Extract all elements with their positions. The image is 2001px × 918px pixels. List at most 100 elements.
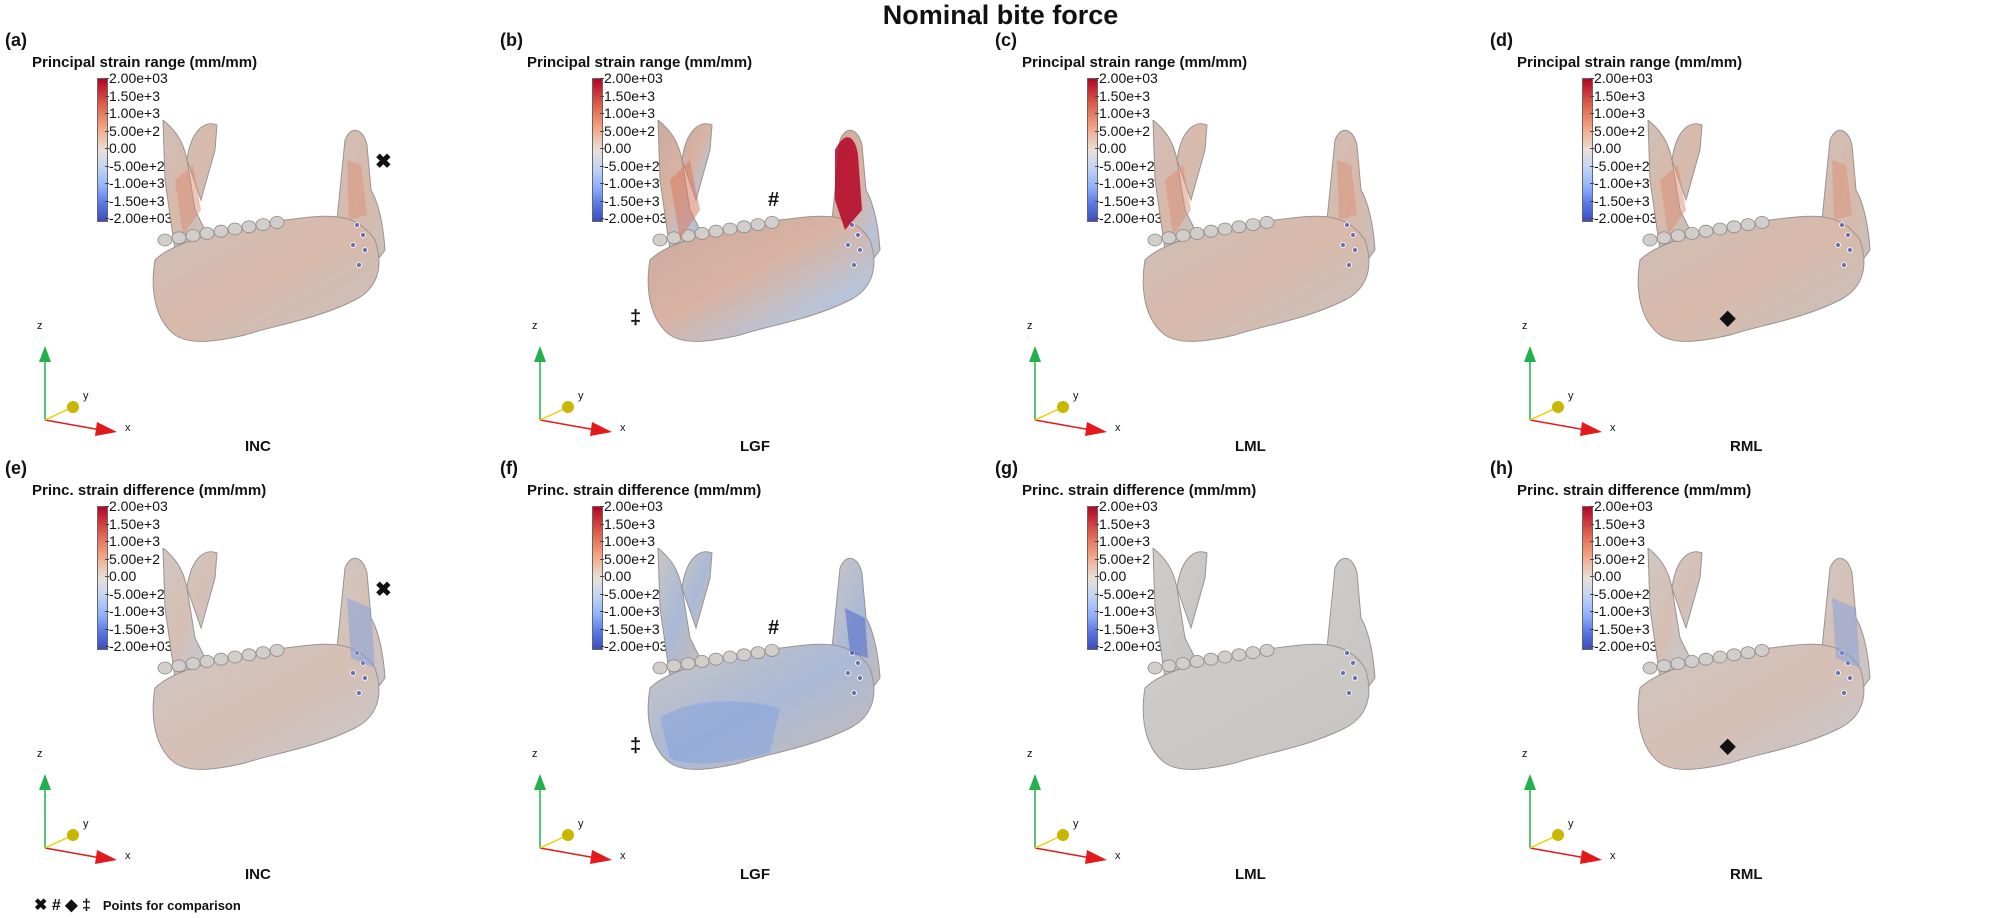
axis-label: x — [620, 422, 626, 434]
orientation-axes — [39, 774, 117, 864]
axis-triad: z y x — [35, 320, 145, 440]
comparison-marker-secondary: ‡ — [630, 307, 642, 329]
load-case-label: LGF — [740, 866, 770, 883]
axis-label: z — [1522, 748, 1528, 760]
axis-label: y — [1568, 390, 1574, 402]
colorbar-tick-label: 1.00e+3 — [600, 105, 655, 121]
colorbar-ticks: 2.00e+03 1.50e+3 1.00e+3 5.00e+2 0.00 -5.00e+… — [104, 498, 229, 658]
colorbar-tick-label: 1.50e+3 — [1095, 87, 1150, 104]
colorbar-tick-label: 1.50e+3 — [600, 87, 655, 104]
colorbar-tick-label: 5.00e+2 — [1590, 122, 1645, 139]
mandible-model — [630, 118, 990, 440]
figure-panel: (f) Princ. strain difference (mm/mm) 2.00e… — [500, 458, 1000, 906]
colorbar-tick-label: -1.50e+3 — [1095, 620, 1155, 637]
colorbar-tick-label: 1.00e+3 — [105, 105, 160, 121]
colorbar-tick-label: 5.00e+2 — [105, 122, 160, 139]
colorbar-tick-label: 1.00e+3 — [600, 533, 655, 549]
colorbar-tick-label: -5.00e+2 — [1095, 157, 1155, 174]
load-case-label: LML — [1235, 866, 1266, 883]
mandible-model — [135, 546, 495, 868]
load-case-label: INC — [245, 866, 271, 883]
panel-letter: (a) — [5, 30, 27, 50]
colorbar-tick-label: 1.00e+3 — [105, 533, 160, 549]
colorbar-tick-label: 1.50e+3 — [1590, 87, 1645, 104]
colorbar-tick-label: 1.00e+3 — [1095, 533, 1150, 549]
comparison-marker: ✖ — [375, 579, 392, 601]
colorbar-tick-label: 0.00 — [104, 568, 137, 584]
mandible-model — [1125, 118, 1485, 440]
colorbar-ticks: 2.00e+03 1.50e+3 1.00e+3 5.00e+2 0.00 -5.00e+… — [1589, 70, 1714, 230]
colorbar-tick-label: -1.50e+3 — [105, 620, 165, 637]
axis-label: y — [83, 818, 89, 830]
colorbar-tick-label: -1.50e+3 — [600, 620, 660, 637]
colorbar-tick-label: 1.50e+3 — [1095, 515, 1150, 532]
colorbar-tick-label: 5.00e+2 — [600, 122, 655, 139]
orientation-axes — [1029, 774, 1107, 864]
axis-label: x — [125, 422, 131, 434]
comparison-marker: ◆ — [1720, 307, 1736, 329]
mandible-render — [1142, 546, 1376, 770]
colorbar-tick-label: -2.00e+03 — [1589, 638, 1658, 654]
comparison-marker: # — [768, 189, 780, 211]
axis-label: x — [1115, 422, 1121, 434]
colorbar — [1582, 506, 1593, 650]
orientation-axes — [1029, 346, 1107, 436]
colorbar-tick-label: 0.00 — [1094, 140, 1127, 156]
colorbar-tick-label: -1.50e+3 — [600, 192, 660, 209]
mandible-render — [1142, 118, 1376, 342]
colorbar-ticks: 2.00e+03 1.50e+3 1.00e+3 5.00e+2 0.00 -5.00e+… — [599, 70, 724, 230]
mandible-model — [1620, 118, 1980, 440]
axis-triad: z y x — [1025, 748, 1135, 868]
load-case-label: LML — [1235, 438, 1266, 455]
legend-text: Points for comparison — [102, 897, 241, 913]
colorbar-tick-label: -1.00e+3 — [1095, 603, 1155, 619]
colorbar-tick-label: 0.00 — [1589, 568, 1622, 584]
comparison-marker: ✖ — [375, 151, 392, 173]
colorbar-title: Princ. strain difference (mm/mm) — [32, 482, 267, 499]
colorbar — [97, 78, 108, 222]
axis-label: z — [1027, 320, 1033, 332]
colorbar-tick-label: -1.00e+3 — [600, 175, 660, 191]
colorbar-tick-label: 0.00 — [1589, 140, 1622, 156]
orientation-axes — [1524, 346, 1602, 436]
colorbar-title: Princ. strain difference (mm/mm) — [1517, 482, 1752, 499]
colorbar-tick-label: -1.00e+3 — [1590, 603, 1650, 619]
colorbar-tick-label: -1.00e+3 — [1095, 175, 1155, 191]
mandible-render — [647, 546, 881, 770]
colorbar-tick-label: -5.00e+2 — [105, 157, 165, 174]
axis-label: y — [83, 390, 89, 402]
colorbar-tick-label: 0.00 — [599, 140, 632, 156]
mandible-model — [135, 118, 495, 440]
axis-label: x — [1115, 850, 1121, 862]
colorbar-title: Princ. strain difference (mm/mm) — [527, 482, 762, 499]
figure-panel: (a) Principal strain range (mm/mm) 2.00e+0… — [5, 30, 505, 478]
colorbar-tick-label: -5.00e+2 — [105, 585, 165, 602]
colorbar-tick-label: 1.50e+3 — [600, 515, 655, 532]
colorbar-title: Principal strain range (mm/mm) — [32, 54, 258, 71]
mandible-render — [1637, 546, 1871, 770]
colorbar-tick-label: -1.00e+3 — [105, 175, 165, 191]
colorbar-title: Principal strain range (mm/mm) — [1517, 54, 1743, 71]
colorbar — [592, 506, 603, 650]
colorbar-ticks: 2.00e+03 1.50e+3 1.00e+3 5.00e+2 0.00 -5.00e+… — [1094, 70, 1219, 230]
mandible-render — [647, 118, 881, 342]
colorbar-tick-label: -2.00e+03 — [1589, 210, 1658, 226]
colorbar-title: Principal strain range (mm/mm) — [527, 54, 753, 71]
load-case-label: RML — [1730, 438, 1763, 455]
colorbar-ticks: 2.00e+03 1.50e+3 1.00e+3 5.00e+2 0.00 -5.00e+… — [599, 498, 724, 658]
axis-label: z — [532, 748, 538, 760]
colorbar-tick-label: 1.50e+3 — [105, 87, 160, 104]
comparison-marker: ◆ — [1720, 735, 1736, 757]
mandible-render — [152, 546, 386, 770]
mandible-model — [1620, 546, 1980, 868]
colorbar-tick-label: 0.00 — [1094, 568, 1127, 584]
colorbar-tick-label: 0.00 — [599, 568, 632, 584]
colorbar-tick-label: -1.50e+3 — [1590, 620, 1650, 637]
figure-title: Nominal bite force — [882, 0, 1119, 30]
colorbar-tick-label: -1.50e+3 — [1095, 192, 1155, 209]
mandible-render — [152, 118, 386, 342]
axis-label: y — [1073, 818, 1079, 830]
axis-label: z — [1027, 748, 1033, 760]
panel-letter: (h) — [1490, 458, 1513, 478]
panel-letter: (b) — [500, 30, 523, 50]
